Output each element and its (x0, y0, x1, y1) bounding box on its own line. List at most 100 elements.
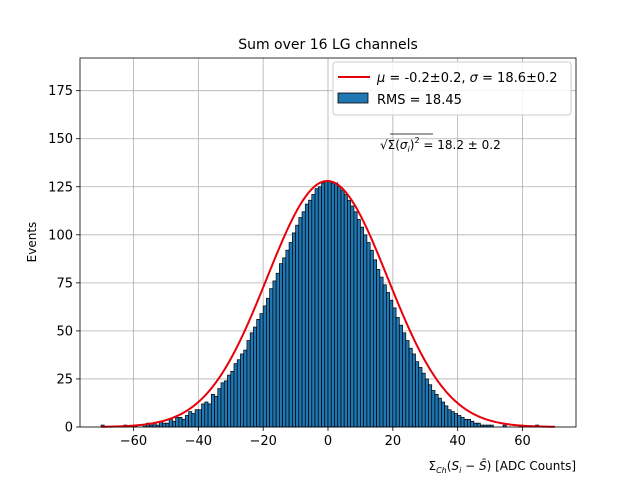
histogram-bar (175, 417, 180, 428)
histogram-bar (304, 203, 309, 428)
chart-title: Sum over 16 LG channels (238, 37, 418, 53)
legend-box (332, 61, 572, 116)
histogram-bar (467, 418, 471, 428)
histogram-bar (165, 422, 170, 428)
histogram-bar (275, 272, 280, 428)
histogram-bar (201, 403, 206, 428)
histogram-bar (340, 190, 345, 428)
histogram-bar (194, 409, 199, 428)
x-axis-label: ΣCh(Si − S̄) [ADC Counts] (429, 459, 577, 475)
histogram-bar (217, 388, 222, 428)
y-tick-label: 150 (48, 132, 73, 147)
histogram-bar (191, 413, 196, 428)
x-axis-ticks: −60 −40 −20 0 20 40 60 (120, 427, 531, 449)
histogram-bar (350, 205, 355, 428)
histogram-bar (457, 415, 462, 428)
x-axis-label-minus: − (461, 459, 479, 473)
x-tick-label: −60 (120, 434, 147, 449)
histogram-bar (327, 180, 332, 428)
histogram-bar (204, 401, 209, 428)
annotation-close: ) (410, 138, 415, 152)
histogram-bar (343, 194, 348, 428)
histogram-bar (220, 382, 225, 428)
histogram-bar (188, 411, 193, 428)
histogram-bar (330, 182, 335, 428)
x-axis-label-sigma: Σ (429, 459, 437, 473)
x-tick-label: 20 (385, 434, 402, 449)
histogram-bar (298, 217, 303, 428)
histogram-bar (214, 395, 219, 428)
histogram-bar (285, 249, 290, 428)
x-axis-label-sbar: S̄ (479, 459, 487, 473)
histogram-bar (243, 349, 248, 428)
x-axis-label-units: ) [ADC Counts] (487, 459, 576, 473)
histogram-bar (181, 418, 186, 428)
x-axis-label-s: S (451, 459, 459, 473)
histogram-bar (356, 219, 361, 428)
histogram-bar (210, 393, 215, 428)
histogram-bar (363, 234, 368, 428)
histogram-bar (291, 232, 296, 428)
y-tick-label: 125 (48, 180, 73, 195)
histogram-bar (256, 319, 261, 428)
x-tick-label: −40 (185, 434, 212, 449)
histogram-bar (262, 305, 267, 428)
histogram-bar (321, 182, 326, 428)
annotation-value: = 18.2 ± 0.2 (420, 138, 501, 152)
histogram-bar (392, 307, 397, 428)
y-tick-label: 25 (56, 372, 73, 387)
histogram-bar (476, 422, 481, 428)
y-axis-ticks: 0 25 50 75 100 125 150 175 (48, 84, 80, 436)
histogram-bar (185, 415, 189, 428)
histogram-bar (246, 340, 251, 428)
histogram-bar (314, 188, 319, 428)
histogram-bar (197, 409, 202, 428)
histogram-bar (382, 284, 387, 428)
histogram-bar (353, 211, 358, 428)
y-tick-label: 0 (65, 421, 73, 436)
annotation-square: 2 (414, 136, 419, 145)
x-tick-label: −20 (249, 434, 276, 449)
histogram-bar (162, 422, 167, 428)
histogram-bar (233, 363, 238, 428)
histogram-bar (230, 370, 235, 428)
histogram-bar (168, 418, 173, 428)
histogram-bar (337, 186, 342, 428)
histogram-bar (424, 378, 429, 428)
histogram-bar (259, 313, 264, 428)
histogram-bars (100, 180, 540, 428)
histogram-bar (266, 297, 270, 428)
y-tick-label: 100 (48, 228, 73, 243)
histogram-bar (240, 353, 245, 428)
histogram-bar (317, 186, 322, 428)
histogram-bar (431, 390, 436, 428)
histogram-bar (236, 359, 241, 428)
annotation-radical: √ (380, 138, 388, 152)
y-axis-label: Events (25, 222, 39, 263)
histogram-bar (269, 288, 274, 428)
y-tick-label: 50 (56, 324, 73, 339)
histogram-bar (395, 317, 400, 428)
histogram-bar (373, 259, 377, 428)
histogram-bar (288, 242, 293, 428)
histogram-bar (369, 249, 374, 428)
histogram-bar (347, 199, 352, 428)
histogram-bar (405, 340, 410, 428)
histogram-bar (437, 397, 442, 428)
histogram-bar (279, 263, 283, 428)
histogram-bar (282, 257, 287, 428)
histogram-bar (172, 420, 176, 428)
histogram-bar (473, 422, 478, 428)
svg-text:√Σ(σi)2 = 18.2 ± 0.2: √Σ(σi)2 = 18.2 ± 0.2 (380, 136, 501, 154)
histogram-bar (389, 299, 394, 428)
x-tick-label: 0 (324, 434, 332, 449)
annotation-sigma-i: σ (400, 138, 408, 152)
x-axis-label-i: i (459, 466, 462, 475)
histogram-bar (454, 413, 459, 428)
histogram-bar (463, 418, 468, 428)
histogram-bar (301, 211, 306, 428)
legend-hist-swatch (337, 92, 369, 104)
histogram-bar (434, 393, 439, 428)
histogram-bar (376, 269, 381, 428)
